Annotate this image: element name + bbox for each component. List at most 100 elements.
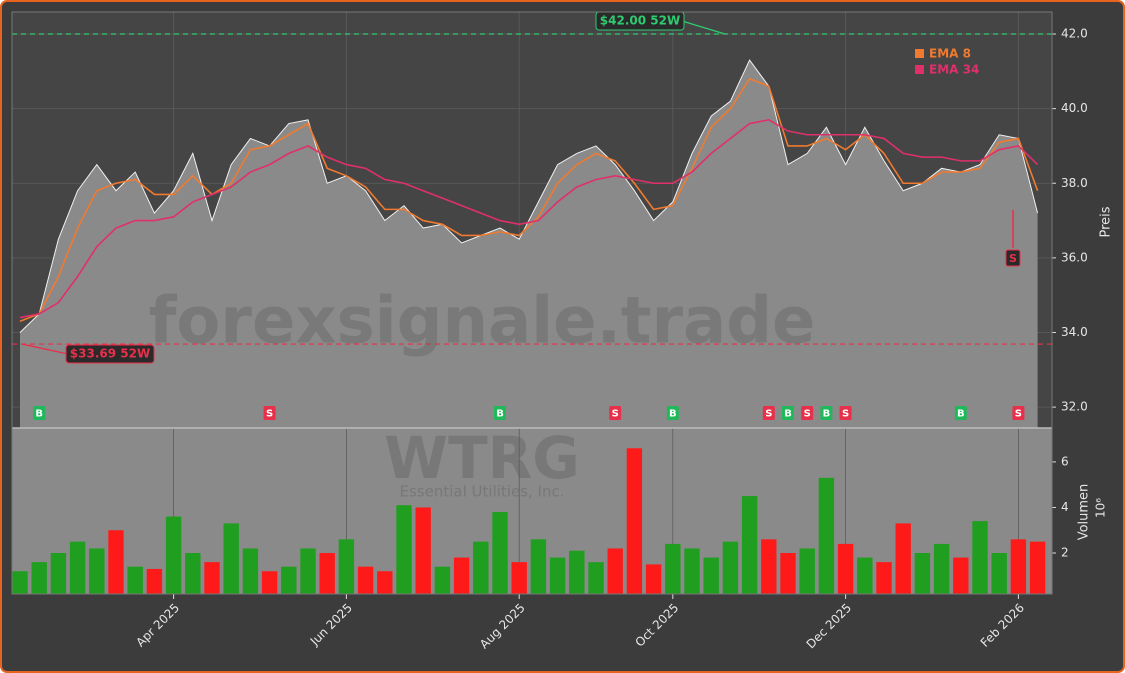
volume-bar <box>204 562 220 594</box>
y-tick-label: 40.0 <box>1061 101 1088 115</box>
volume-bar <box>319 553 335 594</box>
volume-bar <box>837 543 854 594</box>
volume-bar <box>511 562 527 594</box>
signal-box <box>820 406 833 420</box>
volume-bar <box>818 477 835 594</box>
signal-label: S <box>1015 409 1022 420</box>
volume-bar <box>780 553 796 594</box>
y-tick-label: 6 <box>1061 454 1069 468</box>
volume-bar <box>857 557 873 594</box>
signal-box <box>33 406 46 420</box>
volume-bar <box>108 530 124 594</box>
signal-label: B <box>669 409 677 420</box>
volume-bar <box>338 539 355 594</box>
y-axis-label: Preis <box>1099 206 1114 237</box>
volume-bar <box>972 521 988 594</box>
signal-box <box>839 406 852 420</box>
volume-bar <box>645 564 662 594</box>
signal-box <box>666 406 679 420</box>
signal-box <box>609 406 622 420</box>
volume-bar <box>703 557 719 594</box>
volume-bar <box>261 571 278 594</box>
volume-bar <box>31 562 47 594</box>
volume-bar <box>434 566 451 594</box>
ema-line <box>19 77 1039 323</box>
y-tick-label: 34.0 <box>1061 325 1088 339</box>
legend-label: EMA 8 <box>929 47 971 61</box>
annotation-arrow <box>21 343 69 355</box>
signal-box <box>801 406 814 420</box>
y-tick-label: 42.0 <box>1061 27 1088 41</box>
signal-label: B <box>496 409 504 420</box>
volume-bar <box>761 539 777 594</box>
volume-multiplier: 10⁶ <box>1094 498 1108 518</box>
annotation-arrow <box>681 20 726 35</box>
volume-bar <box>50 553 67 594</box>
legend-label: EMA 34 <box>929 63 979 77</box>
legend-swatch <box>915 65 924 74</box>
volume-bar <box>492 512 508 594</box>
volume-bar <box>530 539 547 594</box>
volume-bar <box>549 557 566 594</box>
volume-bar <box>933 543 950 594</box>
signal-label: S <box>612 409 619 420</box>
watermark-company: Essential Utilities, Inc. <box>400 483 565 501</box>
volume-bar <box>569 550 585 594</box>
volume-bar <box>626 448 643 594</box>
volume-bar <box>415 507 431 594</box>
signal-label: B <box>823 409 831 420</box>
signal-box <box>1012 406 1025 420</box>
annotation-label: $33.69 52W <box>70 347 150 361</box>
signal-box <box>762 406 775 420</box>
signal-label: B <box>957 409 965 420</box>
volume-bar <box>473 541 489 594</box>
volume-bar <box>722 541 739 594</box>
volume-bar <box>12 571 28 594</box>
volume-bar <box>165 516 182 594</box>
signal-label: S <box>765 409 772 420</box>
volume-bar <box>991 553 1007 594</box>
volume-bar <box>89 548 105 594</box>
watermark: forexsignale.trade <box>149 285 816 359</box>
price-area <box>20 60 1038 428</box>
signal-box <box>263 406 276 420</box>
watermark-ticker: WTRG <box>384 424 580 492</box>
volume-bar <box>799 548 815 594</box>
annotation-box <box>65 344 155 364</box>
last-signal-box <box>1005 249 1021 267</box>
volume-bar <box>453 557 470 594</box>
volume-bar <box>146 568 163 594</box>
ema-line <box>19 118 1039 319</box>
price-line <box>19 59 1039 333</box>
volume-bar <box>588 562 604 594</box>
volume-bar <box>895 523 911 594</box>
y-tick-label: 36.0 <box>1061 250 1088 264</box>
volume-bar <box>684 548 700 594</box>
volume-bar <box>281 566 297 594</box>
volume-bar <box>223 523 239 594</box>
signal-box <box>782 406 794 420</box>
signal-box <box>954 406 967 420</box>
y-tick-label: 38.0 <box>1061 176 1088 190</box>
volume-bar <box>377 571 393 594</box>
signal-label: S <box>842 409 849 420</box>
volume-bar <box>185 553 201 594</box>
volume-bar <box>357 566 374 594</box>
volume-bar <box>665 543 681 594</box>
volume-bar <box>953 557 969 594</box>
signal-label: S <box>804 409 811 420</box>
volume-bar <box>127 566 143 594</box>
plot-border <box>11 11 1053 595</box>
volume-bar <box>741 496 758 594</box>
volume-bar <box>876 562 892 594</box>
y-tick-label: 2 <box>1061 546 1069 560</box>
volume-bar <box>300 548 316 594</box>
y-tick-label: 4 <box>1061 500 1069 514</box>
volume-bar <box>69 541 86 594</box>
legend-swatch <box>915 49 924 58</box>
signal-label: S <box>266 409 273 420</box>
signal-label: B <box>784 409 792 420</box>
volume-bar <box>914 553 931 594</box>
